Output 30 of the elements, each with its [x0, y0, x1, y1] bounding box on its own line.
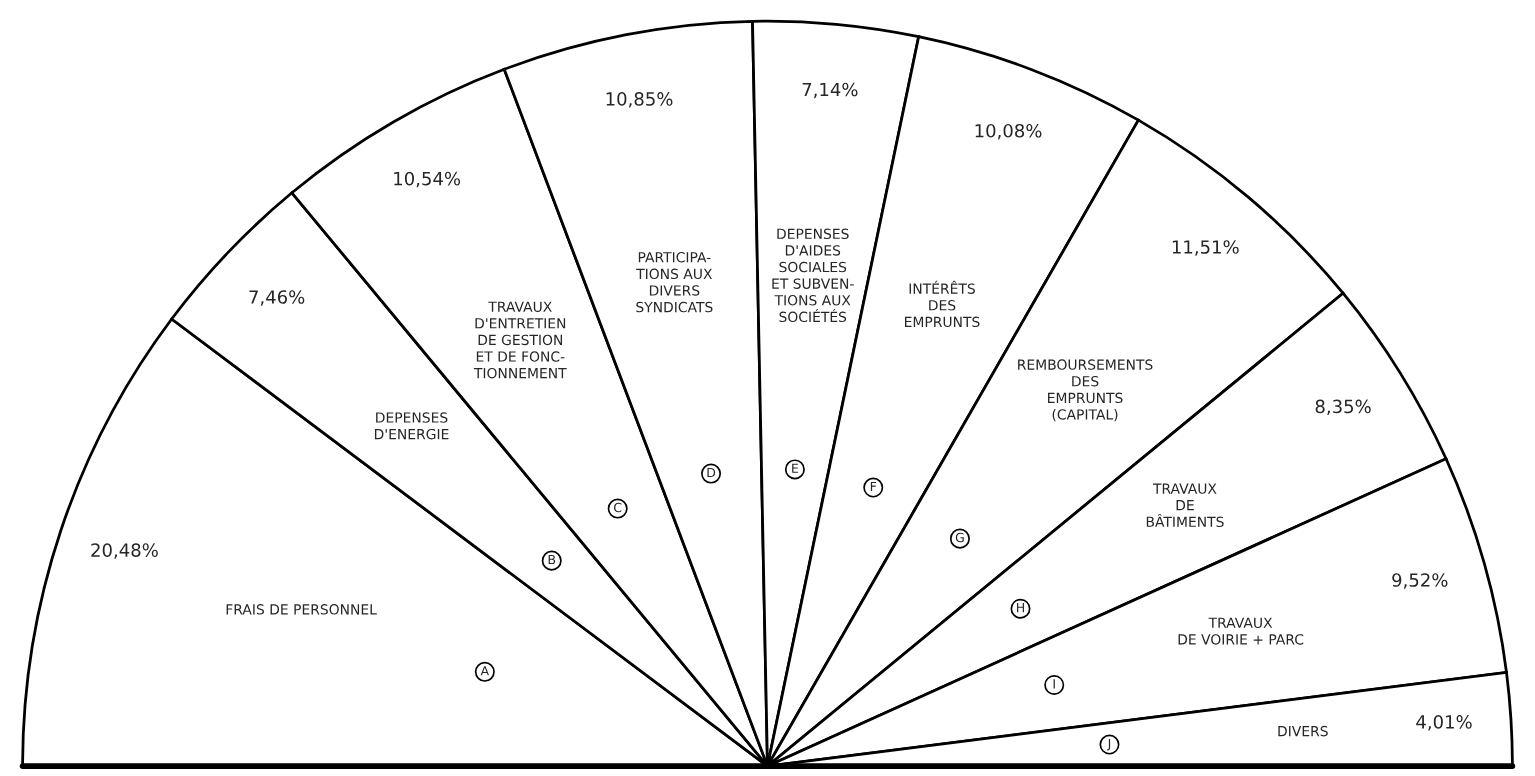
data-label: 8,35% — [1315, 399, 1371, 416]
data-label: 10,85% — [606, 92, 673, 108]
slice-label: DEPENSES D'AIDES SOCIALES ET SUBVEN- TIONS AUX SOCIÉTÉS — [772, 228, 854, 323]
slice-label: PARTICIPA- TIONS AUX DIVERS SYNDICATS — [636, 252, 713, 313]
data-label: 4,01% — [1416, 715, 1472, 731]
slice-label: DEPENSES D'ENERGIE — [374, 412, 449, 440]
slice-label: INTÉRÊTS DES EMPRUNTS — [905, 280, 980, 328]
data-label: 7,46% — [249, 290, 305, 306]
text: H — [1017, 603, 1024, 613]
data-label: 9,52% — [1392, 573, 1448, 589]
slice-label: TRAVAUX DE BÂTIMENTS — [1146, 483, 1224, 528]
text: G — [955, 532, 964, 543]
data-label: 10,54% — [394, 171, 461, 188]
text: B — [548, 554, 556, 565]
slice-label: TRAVAUX D'ENTRETIEN DE GESTION ET DE FONC- TIONNEMENT — [473, 301, 567, 379]
slice-label: DIVERS — [1278, 725, 1328, 737]
slice-label: REMBOURSEMENTS DES EMPRUNTS (CAPITAL) — [1018, 359, 1153, 422]
text: A — [480, 666, 490, 676]
text: D — [707, 467, 716, 478]
data-label: 10,08% — [975, 123, 1042, 140]
data-label: 11,51% — [1172, 240, 1239, 256]
text: I — [1053, 679, 1055, 689]
data-label: 20,48% — [91, 543, 158, 559]
text: C — [614, 502, 622, 513]
text: E — [792, 463, 799, 473]
slice-label: FRAIS DE PERSONNEL — [226, 604, 377, 615]
slice-label: TRAVAUX DE VOIRIE + PARC — [1178, 617, 1304, 645]
text: F — [870, 481, 877, 491]
data-label: 7,14% — [802, 82, 858, 99]
text: J — [1107, 738, 1111, 751]
